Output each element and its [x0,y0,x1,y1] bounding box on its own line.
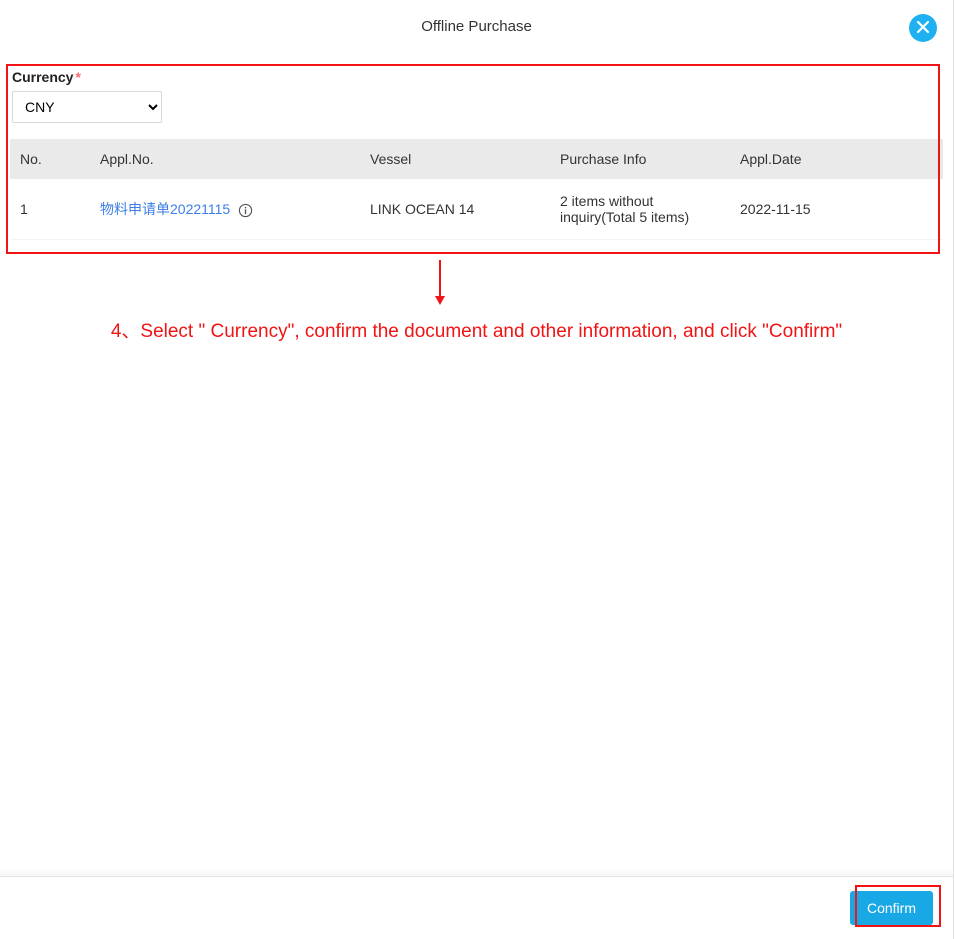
currency-select[interactable]: CNY [12,91,162,123]
footer-bar: Confirm [0,876,953,939]
confirm-button[interactable]: Confirm [850,891,933,925]
close-icon [916,20,930,37]
col-header-applno: Appl.No. [90,139,360,179]
table-header-row: No. Appl.No. Vessel Purchase Info Appl.D… [10,139,943,179]
modal-title: Offline Purchase [421,18,532,35]
footer-shadow [0,868,953,876]
annotation-instruction: 4、Select " Currency", confirm the docume… [0,316,953,343]
table-row: 1 物料申请单20221115 LINK OCEAN 14 2 items wi… [10,179,943,240]
cell-no: 1 [10,179,90,240]
cell-date: 2022-11-15 [730,179,943,240]
col-header-no: No. [10,139,90,179]
close-button[interactable] [909,14,937,42]
purchase-table: No. Appl.No. Vessel Purchase Info Appl.D… [10,139,943,240]
col-header-vessel: Vessel [360,139,550,179]
cell-vessel: LINK OCEAN 14 [360,179,550,240]
annotation-arrow-icon [434,258,446,306]
info-icon[interactable] [238,203,253,218]
cell-applno: 物料申请单20221115 [90,179,360,240]
required-asterisk: * [75,69,80,85]
applno-link[interactable]: 物料申请单20221115 [100,201,230,217]
col-header-info: Purchase Info [550,139,730,179]
cell-info: 2 items without inquiry(Total 5 items) [550,179,730,240]
col-header-date: Appl.Date [730,139,943,179]
currency-label: Currency* [12,69,943,85]
